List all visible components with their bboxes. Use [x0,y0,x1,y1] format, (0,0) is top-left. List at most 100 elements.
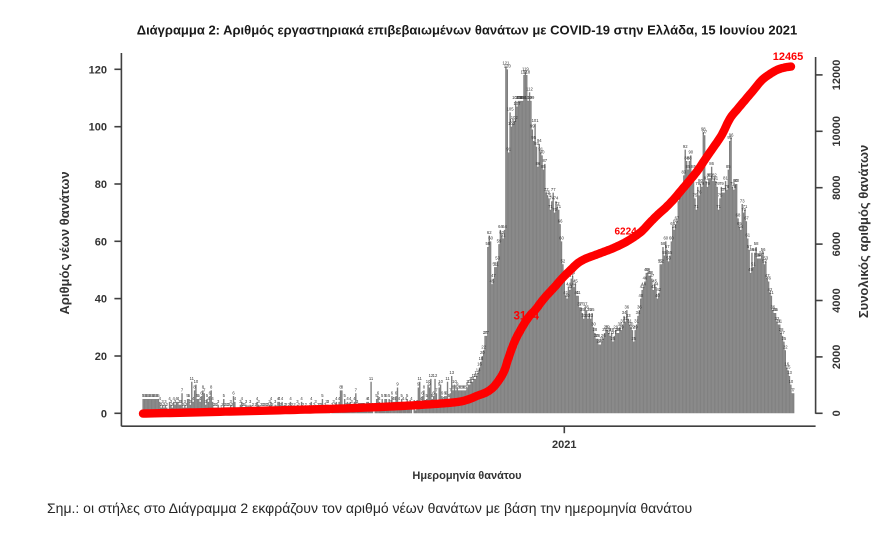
svg-text:109: 109 [516,95,524,100]
svg-text:27: 27 [780,330,785,335]
svg-text:10: 10 [789,379,794,384]
svg-text:24: 24 [597,339,602,344]
svg-text:40: 40 [655,293,660,298]
svg-text:4: 4 [378,396,381,401]
svg-text:53: 53 [495,256,500,261]
svg-text:53: 53 [666,256,671,261]
svg-text:32: 32 [775,316,780,321]
svg-text:4: 4 [405,396,408,401]
svg-text:81: 81 [711,175,716,180]
svg-text:8: 8 [193,385,196,390]
svg-text:3: 3 [180,399,183,404]
svg-text:15: 15 [786,365,791,370]
svg-text:99: 99 [530,124,535,129]
svg-text:6224: 6224 [615,227,638,238]
svg-text:20: 20 [95,351,107,363]
svg-text:10: 10 [426,379,431,384]
svg-text:0: 0 [101,408,107,420]
svg-text:79: 79 [719,181,724,186]
svg-text:30: 30 [629,322,634,327]
svg-text:36: 36 [637,304,642,309]
svg-text:79: 79 [730,181,735,186]
svg-text:42: 42 [656,287,661,292]
svg-text:66: 66 [673,218,678,223]
svg-text:2: 2 [305,402,308,407]
svg-text:78: 78 [725,184,730,189]
svg-text:16: 16 [784,362,789,367]
svg-text:5: 5 [431,393,434,398]
svg-text:Συνολικός αριθμός θανάτων: Συνολικός αριθμός θανάτων [856,145,871,318]
svg-text:79: 79 [695,181,700,186]
svg-text:82: 82 [708,173,713,178]
svg-text:12000: 12000 [831,60,843,91]
svg-text:5: 5 [142,393,145,398]
svg-text:8: 8 [463,385,466,390]
svg-text:2: 2 [227,402,230,407]
svg-text:45: 45 [490,279,495,284]
svg-text:27: 27 [608,330,613,335]
svg-text:75: 75 [693,193,698,198]
svg-text:51: 51 [492,261,497,266]
svg-text:6: 6 [441,390,444,395]
svg-text:80: 80 [95,179,107,191]
svg-text:109: 109 [525,95,533,100]
svg-text:4: 4 [367,396,370,401]
svg-text:71: 71 [556,204,561,209]
svg-text:46: 46 [766,276,771,281]
svg-text:79: 79 [715,181,720,186]
svg-text:83: 83 [681,170,686,175]
svg-text:3: 3 [296,399,299,404]
svg-text:5: 5 [143,393,146,398]
svg-text:31: 31 [776,319,781,324]
svg-text:6: 6 [391,390,394,395]
svg-text:2: 2 [163,402,166,407]
svg-text:4: 4 [168,396,171,401]
svg-text:93: 93 [534,141,539,146]
svg-text:109: 109 [527,95,535,100]
svg-text:4: 4 [353,396,356,401]
svg-text:35: 35 [773,307,778,312]
svg-text:8: 8 [202,385,205,390]
svg-text:8: 8 [210,385,213,390]
svg-text:68: 68 [736,213,741,218]
svg-text:9: 9 [456,382,459,387]
svg-text:5: 5 [152,393,155,398]
svg-text:1: 1 [220,405,223,410]
svg-text:71: 71 [743,204,748,209]
svg-text:2: 2 [324,402,327,407]
svg-text:2: 2 [243,402,246,407]
svg-text:85: 85 [726,164,731,169]
svg-text:4: 4 [398,396,401,401]
svg-text:4: 4 [175,396,178,401]
svg-text:105: 105 [507,107,515,112]
svg-text:4: 4 [173,396,176,401]
svg-text:8: 8 [458,385,461,390]
svg-text:94: 94 [537,138,542,143]
svg-text:118: 118 [521,69,528,74]
svg-text:98: 98 [701,127,706,132]
svg-text:5: 5 [384,393,387,398]
svg-text:2: 2 [285,402,288,407]
svg-text:118: 118 [523,69,530,74]
svg-text:9: 9 [417,382,420,387]
svg-text:2: 2 [242,402,245,407]
svg-text:3: 3 [325,399,328,404]
svg-text:2: 2 [317,402,320,407]
svg-text:28: 28 [602,327,607,332]
svg-text:5: 5 [153,393,156,398]
svg-text:8: 8 [464,385,467,390]
svg-text:40: 40 [638,293,643,298]
svg-text:81: 81 [713,175,718,180]
svg-text:81: 81 [723,175,728,180]
svg-text:112: 112 [526,87,533,92]
svg-text:31: 31 [777,319,782,324]
svg-text:64: 64 [498,224,503,229]
svg-text:29: 29 [630,324,635,329]
svg-text:Διάγραμμα 2: Αριθμός εργαστηρι: Διάγραμμα 2: Αριθμός εργαστηριακά επιβεβ… [137,23,798,38]
svg-text:77: 77 [544,187,549,192]
svg-text:18: 18 [479,356,484,361]
svg-text:56: 56 [750,247,755,252]
svg-text:60: 60 [669,236,674,241]
svg-text:26: 26 [595,333,600,338]
svg-text:6: 6 [200,390,203,395]
